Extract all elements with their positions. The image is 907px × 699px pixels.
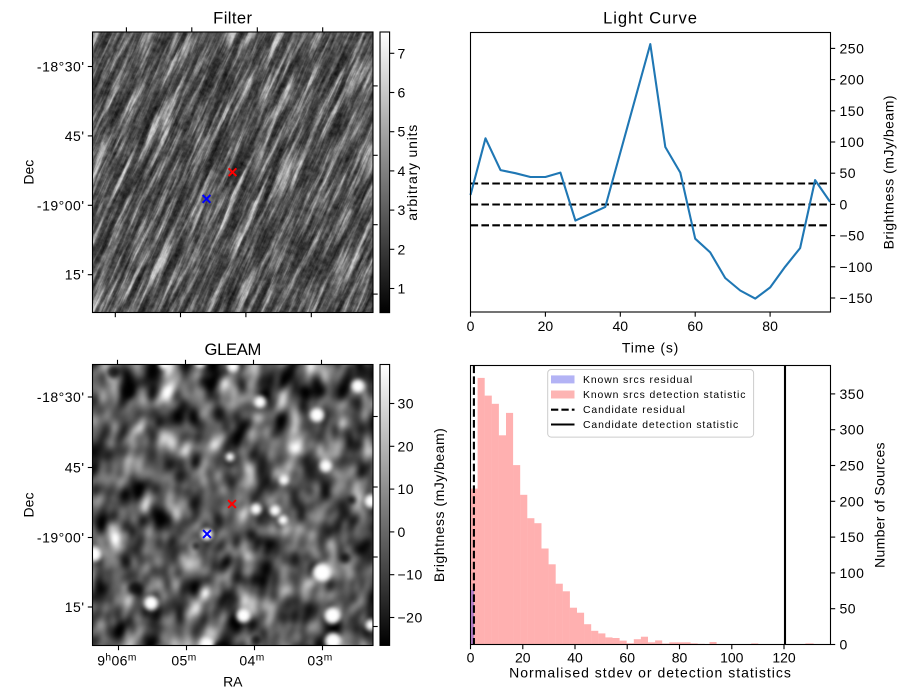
svg-text:Dec: Dec [21, 493, 37, 518]
svg-text:60: 60 [687, 318, 703, 334]
svg-text:-19°00': -19°00' [37, 530, 85, 546]
svg-text:50: 50 [840, 601, 857, 617]
svg-text:40: 40 [613, 318, 629, 334]
svg-text:45': 45' [65, 460, 85, 476]
svg-text:150: 150 [840, 529, 865, 545]
svg-text:3: 3 [398, 202, 406, 218]
svg-text:Brightness (mJy/beam): Brightness (mJy/beam) [431, 428, 447, 582]
svg-text:Filter: Filter [213, 9, 252, 28]
svg-text:100: 100 [840, 134, 865, 150]
svg-text:Known srcs residual: Known srcs residual [583, 375, 693, 386]
svg-text:-18°30': -18°30' [37, 59, 85, 75]
svg-text:0: 0 [467, 318, 475, 334]
svg-text:250: 250 [840, 458, 865, 474]
svg-text:20: 20 [398, 438, 415, 454]
svg-text:0: 0 [467, 650, 475, 666]
svg-text:0: 0 [398, 524, 406, 540]
svg-text:0: 0 [840, 637, 848, 653]
svg-text:6: 6 [398, 85, 406, 101]
svg-text:40: 40 [567, 650, 583, 666]
svg-text:Brightness (mJy/beam): Brightness (mJy/beam) [881, 95, 897, 249]
svg-text:1: 1 [398, 281, 406, 297]
svg-text:−20: −20 [398, 610, 423, 626]
svg-text:Light Curve: Light Curve [603, 9, 698, 28]
svg-text:60: 60 [619, 650, 635, 666]
svg-text:4: 4 [398, 163, 406, 179]
svg-text:200: 200 [840, 493, 865, 509]
svg-text:−150: −150 [840, 290, 874, 306]
svg-text:Dec: Dec [21, 160, 37, 185]
svg-text:350: 350 [840, 386, 865, 402]
svg-text:Normalised stdev or detection: Normalised stdev or detection statistics [509, 665, 792, 681]
svg-text:15': 15' [65, 267, 85, 283]
svg-text:80: 80 [762, 318, 778, 334]
svg-text:20: 20 [515, 650, 531, 666]
svg-text:Known srcs detection statistic: Known srcs detection statistic [583, 390, 746, 401]
svg-text:RA: RA [223, 674, 243, 690]
svg-text:−50: −50 [840, 228, 865, 244]
svg-text:Candidate detection statistic: Candidate detection statistic [583, 420, 739, 431]
svg-text:-19°00': -19°00' [37, 197, 85, 213]
svg-text:150: 150 [840, 103, 865, 119]
svg-text:250: 250 [840, 40, 865, 56]
svg-text:7: 7 [398, 45, 406, 61]
svg-text:50: 50 [840, 165, 857, 181]
svg-text:GLEAM: GLEAM [204, 340, 261, 359]
svg-text:300: 300 [840, 422, 865, 438]
svg-text:0: 0 [840, 196, 848, 212]
svg-text:5: 5 [398, 124, 406, 140]
svg-text:120: 120 [772, 650, 796, 666]
svg-text:100: 100 [720, 650, 744, 666]
svg-text:20: 20 [538, 318, 554, 334]
svg-text:45': 45' [65, 128, 85, 144]
svg-text:80: 80 [672, 650, 688, 666]
svg-text:−10: −10 [398, 567, 423, 583]
svg-text:30: 30 [398, 396, 415, 412]
svg-text:100: 100 [840, 565, 865, 581]
svg-text:−100: −100 [840, 259, 874, 275]
svg-text:2: 2 [398, 241, 406, 257]
svg-text:200: 200 [840, 72, 865, 88]
svg-text:10: 10 [398, 481, 415, 497]
svg-text:arbitrary units: arbitrary units [404, 124, 420, 221]
svg-text:Candidate residual: Candidate residual [583, 405, 686, 416]
svg-text:-18°30': -18°30' [37, 389, 85, 405]
svg-text:Number of Sources: Number of Sources [872, 442, 888, 568]
svg-text:Time (s): Time (s) [622, 339, 679, 355]
svg-text:15': 15' [65, 599, 85, 615]
